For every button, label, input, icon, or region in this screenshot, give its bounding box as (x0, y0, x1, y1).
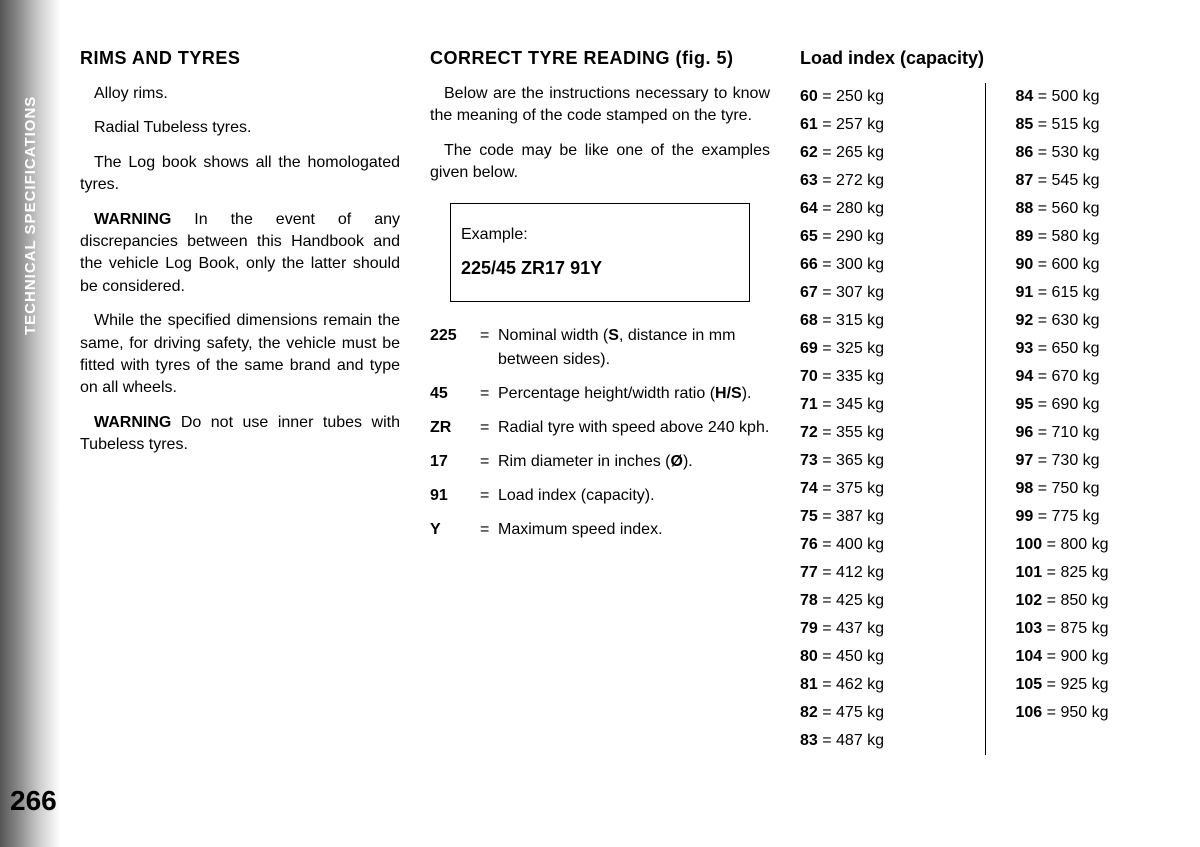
load-index-row: 78 = 425 kg (800, 587, 965, 615)
warning-label: WARNING (94, 211, 171, 228)
warning-paragraph: WARNING In the event of any discrepancie… (80, 209, 400, 299)
load-index-row: 69 = 325 kg (800, 335, 965, 363)
code-definition: Radial tyre with speed above 240 kph. (498, 416, 770, 440)
equals-sign: = (480, 416, 498, 440)
code-definition: Rim diameter in inches (Ø). (498, 450, 770, 474)
code-definition: Nominal width (S, distance in mm between… (498, 324, 770, 372)
load-index-row: 89 = 580 kg (1016, 223, 1181, 251)
load-index-row: 97 = 730 kg (1016, 447, 1181, 475)
load-index-row: 84 = 500 kg (1016, 83, 1181, 111)
load-index-row: 79 = 437 kg (800, 615, 965, 643)
load-index-row: 82 = 475 kg (800, 699, 965, 727)
load-index-row: 95 = 690 kg (1016, 391, 1181, 419)
load-index-row: 80 = 450 kg (800, 643, 965, 671)
load-index-row: 101 = 825 kg (1016, 559, 1181, 587)
equals-sign: = (480, 324, 498, 372)
code-row: ZR=Radial tyre with speed above 240 kph. (430, 416, 770, 440)
load-index-row: 70 = 335 kg (800, 363, 965, 391)
load-index-row: 99 = 775 kg (1016, 503, 1181, 531)
load-index-row: 77 = 412 kg (800, 559, 965, 587)
load-index-row: 60 = 250 kg (800, 83, 965, 111)
load-index-row: 88 = 560 kg (1016, 195, 1181, 223)
load-index-col-right: 84 = 500 kg85 = 515 kg86 = 530 kg87 = 54… (986, 83, 1181, 755)
load-index-row: 90 = 600 kg (1016, 251, 1181, 279)
warning-paragraph: WARNING Do not use inner tubes with Tube… (80, 412, 400, 457)
load-index-row: 92 = 630 kg (1016, 307, 1181, 335)
code-row: 45=Percentage height/width ratio (H/S). (430, 382, 770, 406)
load-index-row: 63 = 272 kg (800, 167, 965, 195)
load-index-row: 93 = 650 kg (1016, 335, 1181, 363)
equals-sign: = (480, 450, 498, 474)
section-label: TECHNICAL SPECIFICATIONS (22, 96, 39, 335)
load-index-row: 66 = 300 kg (800, 251, 965, 279)
code-key: 17 (430, 450, 480, 474)
load-index-row: 65 = 290 kg (800, 223, 965, 251)
code-row: 225=Nominal width (S, distance in mm bet… (430, 324, 770, 372)
page-content: RIMS AND TYRES Alloy rims. Radial Tubele… (80, 48, 1180, 755)
load-index-row: 91 = 615 kg (1016, 279, 1181, 307)
example-code: 225/45 ZR17 91Y (461, 256, 739, 281)
text: The Log book shows all the homologated t… (80, 152, 400, 197)
load-index-row: 102 = 850 kg (1016, 587, 1181, 615)
load-index-row: 87 = 545 kg (1016, 167, 1181, 195)
column-3: Load index (capacity) 60 = 250 kg61 = 25… (800, 48, 1180, 755)
warning-label: WARNING (94, 414, 171, 431)
load-index-row: 96 = 710 kg (1016, 419, 1181, 447)
code-key: 225 (430, 324, 480, 372)
load-index-row: 94 = 670 kg (1016, 363, 1181, 391)
load-index-row: 98 = 750 kg (1016, 475, 1181, 503)
load-index-row: 64 = 280 kg (800, 195, 965, 223)
equals-sign: = (480, 382, 498, 406)
heading-rims-tyres: RIMS AND TYRES (80, 48, 400, 69)
load-index-row: 81 = 462 kg (800, 671, 965, 699)
column-2: CORRECT TYRE READING (fig. 5) Below are … (430, 48, 770, 755)
heading-load-index: Load index (capacity) (800, 48, 1180, 69)
text: Alloy rims. (80, 83, 400, 105)
load-index-columns: 60 = 250 kg61 = 257 kg62 = 265 kg63 = 27… (800, 83, 1180, 755)
load-index-row: 62 = 265 kg (800, 139, 965, 167)
page-number: 266 (10, 785, 57, 817)
load-index-row: 74 = 375 kg (800, 475, 965, 503)
load-index-row: 73 = 365 kg (800, 447, 965, 475)
code-row: 17=Rim diameter in inches (Ø). (430, 450, 770, 474)
code-key: 45 (430, 382, 480, 406)
code-key: ZR (430, 416, 480, 440)
example-label: Example: (461, 224, 739, 246)
code-definition: Percentage height/width ratio (H/S). (498, 382, 770, 406)
load-index-row: 86 = 530 kg (1016, 139, 1181, 167)
load-index-row: 106 = 950 kg (1016, 699, 1181, 727)
code-definition: Maximum speed index. (498, 518, 770, 542)
equals-sign: = (480, 518, 498, 542)
example-box: Example: 225/45 ZR17 91Y (450, 203, 750, 303)
text: Below are the instructions necessary to … (430, 83, 770, 128)
load-index-row: 85 = 515 kg (1016, 111, 1181, 139)
text: The code may be like one of the examples… (430, 140, 770, 185)
code-definitions: 225=Nominal width (S, distance in mm bet… (430, 324, 770, 542)
load-index-row: 104 = 900 kg (1016, 643, 1181, 671)
load-index-row: 75 = 387 kg (800, 503, 965, 531)
code-key: Y (430, 518, 480, 542)
equals-sign: = (480, 484, 498, 508)
load-index-row: 83 = 487 kg (800, 727, 965, 755)
heading-correct-reading: CORRECT TYRE READING (fig. 5) (430, 48, 770, 69)
text: Radial Tubeless tyres. (80, 117, 400, 139)
code-key: 91 (430, 484, 480, 508)
load-index-row: 105 = 925 kg (1016, 671, 1181, 699)
load-index-row: 76 = 400 kg (800, 531, 965, 559)
load-index-row: 68 = 315 kg (800, 307, 965, 335)
text: While the specified dimensions remain th… (80, 310, 400, 400)
code-row: Y=Maximum speed index. (430, 518, 770, 542)
load-index-row: 61 = 257 kg (800, 111, 965, 139)
code-row: 91=Load index (capacity). (430, 484, 770, 508)
load-index-col-left: 60 = 250 kg61 = 257 kg62 = 265 kg63 = 27… (800, 83, 986, 755)
load-index-row: 71 = 345 kg (800, 391, 965, 419)
code-definition: Load index (capacity). (498, 484, 770, 508)
load-index-row: 100 = 800 kg (1016, 531, 1181, 559)
load-index-row: 67 = 307 kg (800, 279, 965, 307)
column-1: RIMS AND TYRES Alloy rims. Radial Tubele… (80, 48, 400, 755)
load-index-row: 72 = 355 kg (800, 419, 965, 447)
load-index-row: 103 = 875 kg (1016, 615, 1181, 643)
